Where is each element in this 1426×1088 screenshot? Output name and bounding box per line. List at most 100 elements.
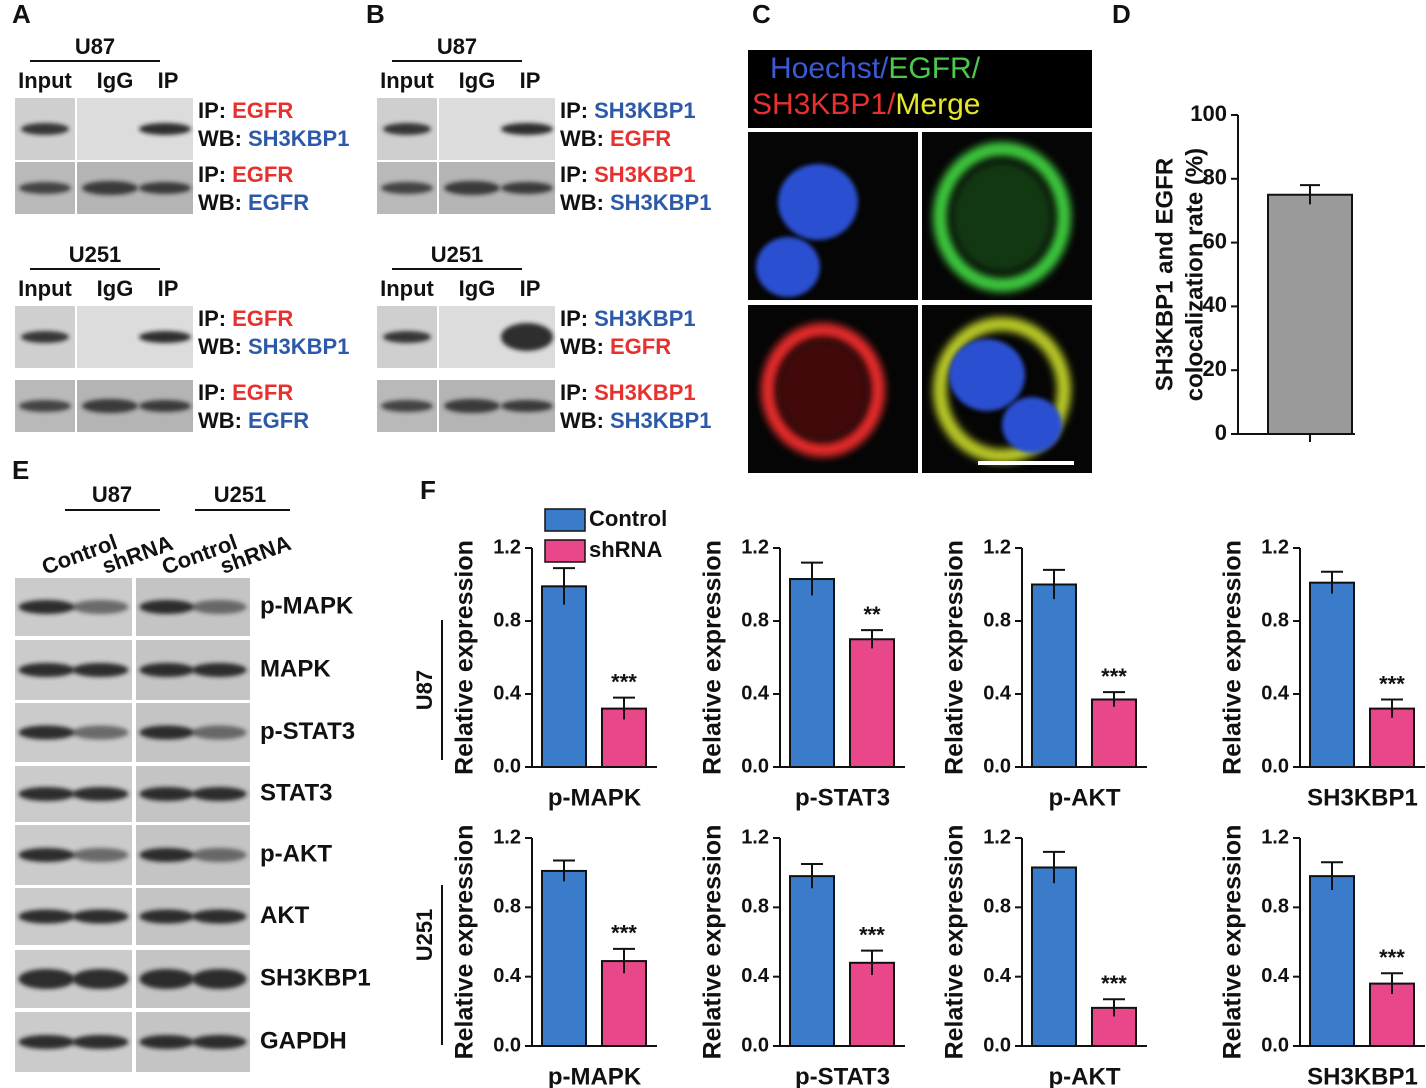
bar xyxy=(1267,193,1353,435)
nucleus xyxy=(1002,397,1062,453)
y-axis-label: Relative expression xyxy=(699,825,727,1060)
x-axis-label: SH3KBP1 xyxy=(1307,784,1418,811)
error-bar xyxy=(613,696,635,720)
y-tick-label: 0.0 xyxy=(493,755,521,777)
lane-label: Input xyxy=(18,276,72,301)
y-tick-label: 0.0 xyxy=(983,755,1011,777)
y-tick-label: 80 xyxy=(1203,165,1227,190)
band xyxy=(139,848,195,862)
y-axis-label: SH3KBP1 and EGFR xyxy=(1151,158,1178,391)
x-axis-label: p-STAT3 xyxy=(795,1063,890,1088)
wb-target: SH3KBP1 xyxy=(248,126,349,151)
ip-target: EGFR xyxy=(232,162,293,187)
wb-prefix: WB: xyxy=(198,408,242,433)
panel-label: C xyxy=(752,0,771,29)
band xyxy=(444,181,500,195)
band xyxy=(381,182,433,194)
band xyxy=(72,600,129,614)
wb-label: WB: SH3KBP1 xyxy=(198,126,349,151)
band xyxy=(139,600,195,614)
ip-label: IP: EGFR xyxy=(198,162,293,187)
image-title: SH3KBP1/Merge xyxy=(752,88,980,121)
panel-label: E xyxy=(12,455,29,485)
y-tick-label: 0.8 xyxy=(983,896,1011,918)
y-tick-label: 0.0 xyxy=(741,755,769,777)
band xyxy=(72,787,129,801)
y-axis-label: colocalization rate (%) xyxy=(1181,148,1208,401)
ip-prefix: IP: xyxy=(198,380,226,405)
image-title: Hoechst/EGFR/ xyxy=(770,52,981,85)
wb-prefix: WB: xyxy=(198,126,242,151)
y-tick-label: 0.8 xyxy=(741,609,769,631)
title-box xyxy=(748,50,1092,128)
wb-target: EGFR xyxy=(248,190,309,215)
x-axis-label: p-AKT xyxy=(1049,784,1121,811)
band xyxy=(72,725,129,740)
cell-line-label: U87 xyxy=(75,34,115,59)
band xyxy=(21,123,69,135)
protein-label: p-AKT xyxy=(260,840,332,867)
band xyxy=(383,123,431,135)
wb-target: EGFR xyxy=(610,334,671,359)
y-tick-label: 0.0 xyxy=(741,1034,769,1056)
band xyxy=(191,600,247,614)
legend-label: Control xyxy=(589,506,667,531)
band xyxy=(21,331,69,343)
lane-label: IgG xyxy=(97,276,134,301)
band xyxy=(72,663,129,677)
cytoplasm xyxy=(778,340,868,440)
ip-prefix: IP: xyxy=(560,98,588,123)
cell-line-label: U87 xyxy=(437,34,477,59)
lane-label: IP xyxy=(158,276,179,301)
bar xyxy=(1309,581,1355,768)
bar xyxy=(1031,866,1077,1048)
bar xyxy=(1031,583,1077,768)
protein-label: MAPK xyxy=(260,655,331,682)
ip-target: SH3KBP1 xyxy=(594,380,695,405)
y-tick-label: 0.0 xyxy=(1261,1034,1289,1056)
significance: *** xyxy=(1379,671,1405,696)
cytoplasm xyxy=(952,162,1052,272)
y-tick-label: 0.4 xyxy=(1261,965,1290,987)
band xyxy=(139,909,195,924)
band xyxy=(72,969,129,989)
nucleus xyxy=(756,237,820,297)
ip-label: IP: EGFR xyxy=(198,306,293,331)
y-axis-label: Relative expression xyxy=(699,540,727,775)
band xyxy=(501,182,553,194)
title-part: Merge xyxy=(895,88,980,121)
cells xyxy=(761,323,885,457)
y-tick-label: 0.0 xyxy=(1261,755,1289,777)
wb-prefix: WB: xyxy=(198,190,242,215)
lane-label: IgG xyxy=(97,68,134,93)
wb-label: WB: EGFR xyxy=(198,408,309,433)
band xyxy=(18,909,75,924)
y-tick-label: 1.2 xyxy=(741,536,769,558)
band xyxy=(18,663,75,677)
ip-target: SH3KBP1 xyxy=(594,162,695,187)
y-axis-label: Relative expression xyxy=(1219,540,1247,775)
band xyxy=(72,848,129,862)
bar xyxy=(1309,875,1355,1048)
significance: *** xyxy=(1379,945,1405,970)
y-tick-label: 1.2 xyxy=(983,826,1011,848)
wb-prefix: WB: xyxy=(198,334,242,359)
ip-prefix: IP: xyxy=(198,98,226,123)
band xyxy=(18,787,75,801)
lane-label: IgG xyxy=(459,68,496,93)
band xyxy=(139,787,195,801)
y-tick-label: 0.4 xyxy=(983,682,1012,704)
cells xyxy=(933,317,1071,463)
band xyxy=(191,969,247,989)
ip-target: EGFR xyxy=(232,380,293,405)
error-bar xyxy=(613,947,635,974)
wb-target: EGFR xyxy=(610,126,671,151)
wb-prefix: WB: xyxy=(560,126,604,151)
wb-label: WB: SH3KBP1 xyxy=(560,408,711,433)
ip-label: IP: SH3KBP1 xyxy=(560,306,696,331)
y-tick-label: 0.8 xyxy=(493,609,521,631)
band xyxy=(139,400,191,412)
y-tick-label: 0.4 xyxy=(983,965,1012,987)
x-axis-label: p-MAPK xyxy=(548,784,642,811)
y-axis-label: Relative expression xyxy=(1219,825,1247,1060)
